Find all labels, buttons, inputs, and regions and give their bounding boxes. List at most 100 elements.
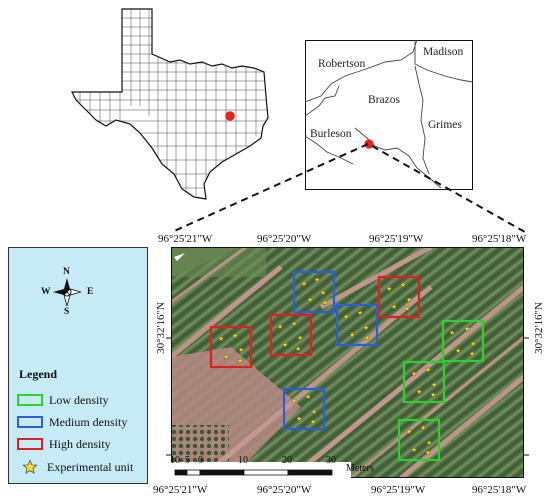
- experimental-unit-stars: ★ ★ ★ ★ ★ ★ ★ ★ ★ ★ ★ ★ ★ ★ ★ ★ ★ ★ ★ ★ ★ ★ ★ ★ ★ ★ ★ ★ ★ ★ ★ ★ ★ ★…: [218, 276, 477, 457]
- legend-row-medium: Medium density: [17, 414, 127, 430]
- svg-text:★: ★: [363, 324, 369, 332]
- high-density-swatch: [17, 438, 43, 450]
- star-icon: [22, 459, 38, 474]
- plot-medium-3: [282, 387, 326, 431]
- svg-text:★: ★: [296, 415, 302, 423]
- compass-rose-icon: [53, 278, 81, 306]
- coord-top-2: 96°25'20"W: [257, 233, 312, 245]
- svg-text:★: ★: [469, 350, 475, 358]
- coord-top-1: 96°25'21"W: [158, 233, 213, 245]
- svg-text:★: ★: [310, 418, 316, 426]
- svg-text:★: ★: [218, 335, 224, 343]
- svg-text:★: ★: [400, 281, 406, 289]
- svg-text:★: ★: [291, 397, 297, 405]
- svg-text:★: ★: [420, 424, 426, 432]
- svg-text:★: ★: [295, 345, 301, 353]
- county-label-robertson: Robertson: [318, 58, 366, 70]
- county-label-grimes: Grimes: [428, 119, 462, 131]
- svg-text:★: ★: [425, 449, 431, 457]
- scale-bar: [171, 462, 351, 478]
- svg-text:★: ★: [291, 320, 297, 328]
- county-label-burleson: Burleson: [310, 128, 352, 140]
- compass-east: E: [87, 287, 94, 297]
- svg-text:★: ★: [431, 381, 437, 389]
- svg-text:★: ★: [223, 353, 229, 361]
- county-inset-map: [305, 40, 473, 190]
- svg-text:★: ★: [411, 446, 417, 454]
- svg-text:★: ★: [406, 428, 412, 436]
- svg-text:★: ★: [404, 305, 410, 313]
- svg-text:★: ★: [364, 334, 370, 342]
- svg-text:★: ★: [430, 391, 436, 399]
- svg-text:★: ★: [322, 299, 328, 307]
- legend-label-high: High density: [49, 436, 111, 451]
- svg-text:★: ★: [237, 357, 243, 365]
- scale-tick-5: 20: [282, 455, 292, 466]
- coord-bottom-4: 96°25'18"W: [472, 484, 527, 496]
- svg-text:★: ★: [238, 346, 244, 354]
- plot-low-1: [441, 319, 485, 363]
- svg-text:★: ★: [282, 341, 288, 349]
- svg-text:★: ★: [449, 329, 455, 337]
- svg-text:★: ★: [277, 323, 283, 331]
- svg-text:★: ★: [464, 325, 470, 333]
- legend-title: Legend: [19, 367, 58, 381]
- medium-density-swatch: [17, 416, 43, 428]
- scale-tick-3: 0: [198, 455, 203, 466]
- svg-text:★: ★: [386, 285, 392, 293]
- svg-text:★: ★: [314, 276, 320, 284]
- svg-text:★: ★: [311, 408, 317, 416]
- svg-text:★: ★: [307, 296, 313, 304]
- svg-text:★: ★: [232, 332, 238, 340]
- compass-south: S: [64, 307, 70, 317]
- aerial-image: ★ ★ ★ ★ ★ ★ ★ ★ ★ ★ ★ ★ ★ ★ ★ ★ ★ ★ ★ ★ ★ ★ ★ ★ ★ ★ ★ ★ ★ ★ ★ ★ ★ ★…: [171, 247, 524, 478]
- compass-west: W: [41, 287, 51, 297]
- svg-text:★: ★: [470, 340, 476, 348]
- plot-low-3: [397, 418, 441, 462]
- scale-tick-1: 10: [170, 455, 180, 466]
- coord-top-3: 96°25'19"W: [369, 233, 424, 245]
- legend-row-unit: Experimental unit: [17, 459, 133, 475]
- county-label-madison: Madison: [423, 46, 464, 58]
- scale-tick-2: 5: [185, 455, 190, 466]
- legend-row-low: Low density: [17, 392, 109, 408]
- legend-row-high: High density: [17, 436, 111, 452]
- svg-text:★: ★: [297, 334, 303, 342]
- coord-bottom-3: 96°25'19"W: [371, 484, 426, 496]
- svg-text:★: ★: [305, 393, 311, 401]
- svg-text:★: ★: [406, 296, 412, 304]
- coord-bottom-2: 96°25'20"W: [257, 484, 312, 496]
- coord-bottom-1: 96°25'21"W: [153, 484, 208, 496]
- svg-text:★: ★: [455, 347, 461, 355]
- legend-panel: N S W E Legend Low density Medium densit…: [8, 247, 148, 484]
- plot-high-2: [269, 313, 313, 357]
- site-dot: [364, 139, 374, 149]
- low-density-swatch: [17, 394, 43, 406]
- plot-medium-1: [292, 270, 336, 314]
- plot-medium-2: [335, 303, 379, 347]
- svg-text:★: ★: [320, 289, 326, 297]
- svg-text:★: ★: [411, 370, 417, 378]
- legend-label-unit: Experimental unit: [47, 459, 134, 474]
- plot-high-1: [377, 275, 421, 319]
- svg-text:★: ★: [301, 280, 307, 288]
- svg-text:★: ★: [425, 366, 431, 374]
- svg-text:★: ★: [416, 388, 422, 396]
- svg-text:★: ★: [426, 439, 432, 447]
- county-label-brazos: Brazos: [368, 94, 400, 106]
- legend-label-medium: Medium density: [49, 414, 128, 429]
- location-dot: [225, 111, 235, 121]
- legend-label-low: Low density: [49, 392, 109, 407]
- svg-text:★: ★: [349, 331, 355, 339]
- texas-map: [71, 8, 269, 200]
- scale-tick-6: 30: [326, 455, 336, 466]
- compass-north: N: [63, 267, 70, 277]
- scale-tick-4: 10: [238, 455, 248, 466]
- plot-low-2: [402, 360, 446, 404]
- scale-unit: Meters: [346, 463, 374, 474]
- svg-text:★: ★: [357, 309, 363, 317]
- svg-text:★: ★: [343, 313, 349, 321]
- plot-high-3: [209, 325, 253, 369]
